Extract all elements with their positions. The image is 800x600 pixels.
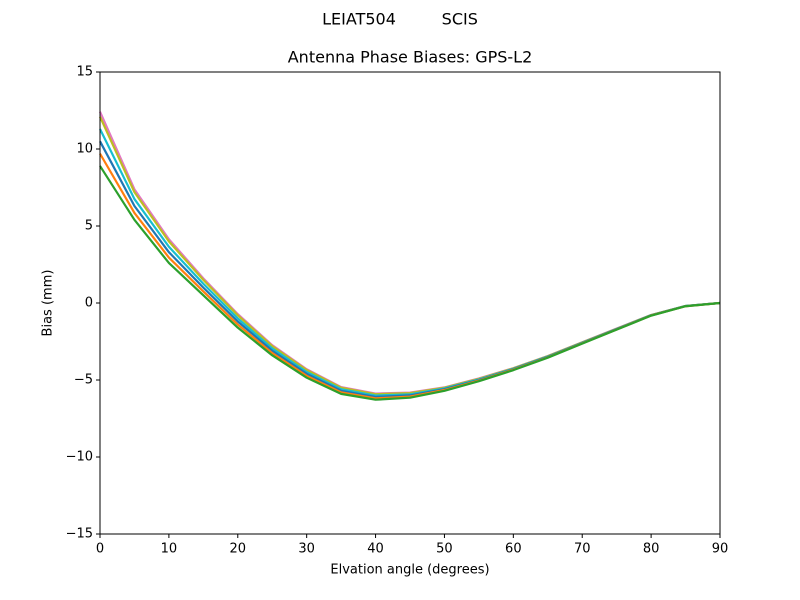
y-tick-label: −10 [66,450,93,465]
y-tick-label: 5 [85,219,93,234]
suptitle: LEIAT504 SCIS [322,10,478,29]
x-tick-label: 30 [298,542,315,557]
x-tick-label: 40 [367,542,384,557]
x-tick-label: 50 [436,542,453,557]
series-line [98,111,721,395]
series-line [98,116,721,396]
series-line [99,128,721,397]
plot-frame [99,71,721,535]
y-tick-label: −5 [74,373,93,388]
chart-title: Antenna Phase Biases: GPS-L2 [288,48,533,67]
y-tick-label: 0 [85,296,93,311]
x-axis-label: Elvation angle (degrees) [330,563,489,578]
x-tick-label: 90 [712,542,729,557]
x-tick-label: 10 [161,542,178,557]
y-tick-label: −15 [66,527,93,542]
x-tick-label: 70 [574,542,591,557]
series-line [99,165,721,401]
x-tick-label: 80 [643,542,660,557]
y-tick-label: 15 [76,65,93,80]
y-axis-label: Bias (mm) [41,270,56,337]
x-tick-label: 0 [96,542,104,557]
x-tick-label: 60 [505,542,522,557]
y-tick-label: 10 [76,142,93,157]
x-tick-label: 20 [230,542,247,557]
